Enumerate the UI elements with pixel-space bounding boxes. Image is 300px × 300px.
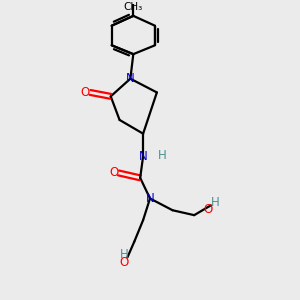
Text: H: H — [120, 248, 129, 261]
Text: N: N — [139, 150, 148, 163]
Text: CH₃: CH₃ — [124, 2, 143, 12]
Text: O: O — [109, 167, 118, 179]
Text: O: O — [203, 203, 212, 216]
Text: H: H — [210, 196, 219, 209]
Text: N: N — [126, 72, 135, 85]
Text: H: H — [158, 149, 166, 162]
Text: N: N — [146, 192, 154, 205]
Text: O: O — [81, 86, 90, 99]
Text: O: O — [120, 256, 129, 269]
